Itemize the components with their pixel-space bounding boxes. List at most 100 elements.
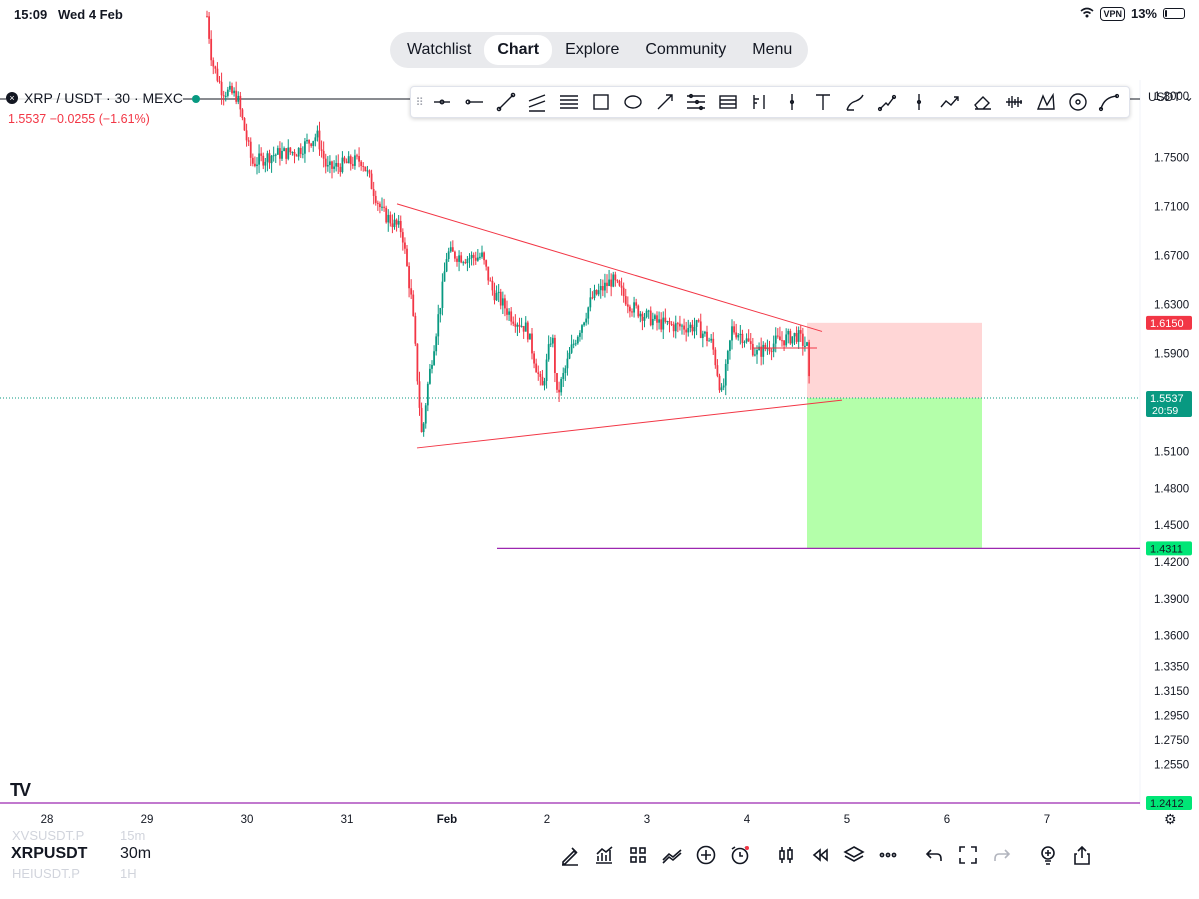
ideas-icon[interactable] bbox=[1034, 842, 1062, 868]
target-price-tag-label: 1.4311 bbox=[1150, 543, 1183, 555]
candle-body bbox=[608, 279, 610, 287]
tab-chart[interactable]: Chart bbox=[484, 35, 553, 65]
pitchfork-icon[interactable] bbox=[680, 88, 712, 116]
candle-body bbox=[533, 353, 535, 364]
next-symbol[interactable]: HEIUSDT.P bbox=[12, 866, 80, 881]
candle-body bbox=[487, 266, 490, 281]
volume-profile-icon[interactable] bbox=[998, 88, 1030, 116]
curve-icon[interactable] bbox=[1093, 88, 1125, 116]
candle-type-icon[interactable] bbox=[772, 842, 800, 868]
layers-icon[interactable] bbox=[840, 842, 868, 868]
candle-body bbox=[258, 153, 260, 165]
candle-body bbox=[647, 310, 650, 312]
candle-body bbox=[247, 140, 250, 142]
candle-body bbox=[329, 161, 331, 166]
candle-body bbox=[481, 252, 483, 257]
arrow-icon[interactable] bbox=[649, 88, 681, 116]
countdown-label: 20:59 bbox=[1152, 405, 1178, 417]
prev-symbol[interactable]: XVSUSDT.P bbox=[12, 828, 85, 843]
candle-body bbox=[395, 219, 398, 225]
target-price-tag bbox=[1146, 541, 1192, 556]
candle-body bbox=[637, 305, 640, 317]
eraser-icon[interactable] bbox=[966, 88, 998, 116]
candle-body bbox=[576, 336, 579, 344]
candle-body bbox=[604, 282, 606, 291]
candle-body bbox=[645, 310, 648, 317]
replay-icon[interactable] bbox=[806, 842, 834, 868]
candle-body bbox=[268, 153, 271, 164]
candle-body bbox=[612, 274, 615, 287]
chart-settings-icon[interactable]: ⚙ bbox=[1164, 811, 1177, 827]
currency-selector[interactable]: USDT ⌄ bbox=[1148, 90, 1194, 104]
candle-body bbox=[541, 376, 544, 386]
undo-icon[interactable] bbox=[920, 842, 948, 868]
vertical-line-icon[interactable] bbox=[776, 88, 808, 116]
x-tick-label: 4 bbox=[744, 814, 751, 826]
tab-watchlist[interactable]: Watchlist bbox=[407, 41, 472, 58]
trend-line-icon[interactable] bbox=[490, 88, 522, 116]
candle-body bbox=[631, 311, 633, 313]
indicators-icon[interactable] bbox=[590, 842, 618, 868]
candle-body bbox=[406, 248, 408, 267]
gann-box-icon[interactable] bbox=[712, 88, 744, 116]
alert-icon[interactable] bbox=[726, 842, 754, 868]
layout-grid-icon[interactable] bbox=[624, 842, 652, 868]
xabcd-pattern-icon[interactable] bbox=[1030, 88, 1062, 116]
redo-icon[interactable] bbox=[988, 842, 1016, 868]
candle-body bbox=[560, 378, 563, 393]
interval-selector[interactable]: 30m bbox=[120, 845, 152, 862]
tab-explore[interactable]: Explore bbox=[565, 41, 620, 58]
add-icon[interactable] bbox=[692, 842, 720, 868]
path-icon[interactable] bbox=[871, 88, 903, 116]
candle-body bbox=[806, 342, 808, 346]
ellipse-icon[interactable] bbox=[617, 88, 649, 116]
text-icon[interactable] bbox=[808, 88, 840, 116]
tradingview-logo: TV bbox=[10, 780, 31, 800]
symbol-header[interactable]: × XRP / USDT · 30 · MEXC bbox=[6, 90, 183, 106]
horizontal-line-icon[interactable] bbox=[458, 88, 490, 116]
symbol-title[interactable]: XRP / USDT · 30 · MEXC bbox=[24, 90, 183, 106]
candle-body bbox=[497, 291, 500, 293]
candle-body bbox=[660, 319, 663, 330]
fullscreen-icon[interactable] bbox=[954, 842, 982, 868]
close-icon[interactable]: × bbox=[6, 92, 18, 104]
prev-interval[interactable]: 15m bbox=[120, 828, 146, 843]
polyline-icon[interactable] bbox=[935, 88, 967, 116]
more-icon[interactable] bbox=[874, 842, 902, 868]
rectangle-icon[interactable] bbox=[585, 88, 617, 116]
candle-body bbox=[449, 247, 452, 252]
candle-body bbox=[516, 324, 519, 327]
long-position-icon[interactable] bbox=[744, 88, 776, 116]
share-icon[interactable] bbox=[1068, 842, 1096, 868]
candle-body bbox=[397, 220, 400, 225]
symbol-code[interactable]: XRPUSDT bbox=[11, 845, 88, 862]
candle-body bbox=[654, 315, 656, 320]
candle-body bbox=[383, 206, 385, 208]
fib-retracement-icon[interactable] bbox=[553, 88, 585, 116]
y-tick-label: 1.5100 bbox=[1154, 447, 1189, 459]
tab-community[interactable]: Community bbox=[645, 41, 727, 58]
next-interval[interactable]: 1H bbox=[120, 866, 137, 881]
chevron-down-icon[interactable]: ⌄ bbox=[1183, 90, 1194, 104]
compare-icon[interactable] bbox=[658, 842, 686, 868]
candle-body bbox=[535, 363, 538, 373]
bottom-price-tag-label: 1.2412 bbox=[1150, 798, 1184, 810]
candle-body bbox=[601, 286, 604, 291]
candle-body bbox=[776, 335, 779, 337]
candle-body bbox=[512, 321, 515, 324]
currency-label[interactable]: USDT bbox=[1148, 90, 1181, 104]
brush-icon[interactable] bbox=[839, 88, 871, 116]
horizontal-ray-icon[interactable] bbox=[426, 88, 458, 116]
drag-handle-icon[interactable]: ⠿ bbox=[415, 96, 424, 109]
draw-pen-icon[interactable] bbox=[556, 842, 584, 868]
tab-menu[interactable]: Menu bbox=[752, 41, 793, 58]
candle-body bbox=[618, 281, 621, 286]
candle-body bbox=[706, 331, 708, 342]
parallel-channel-icon[interactable] bbox=[522, 88, 554, 116]
circle-icon[interactable] bbox=[1062, 88, 1094, 116]
candle-body bbox=[379, 203, 381, 208]
cross-line-icon[interactable] bbox=[903, 88, 935, 116]
y-tick-label: 1.3150 bbox=[1154, 686, 1189, 698]
candle-body bbox=[770, 351, 773, 353]
